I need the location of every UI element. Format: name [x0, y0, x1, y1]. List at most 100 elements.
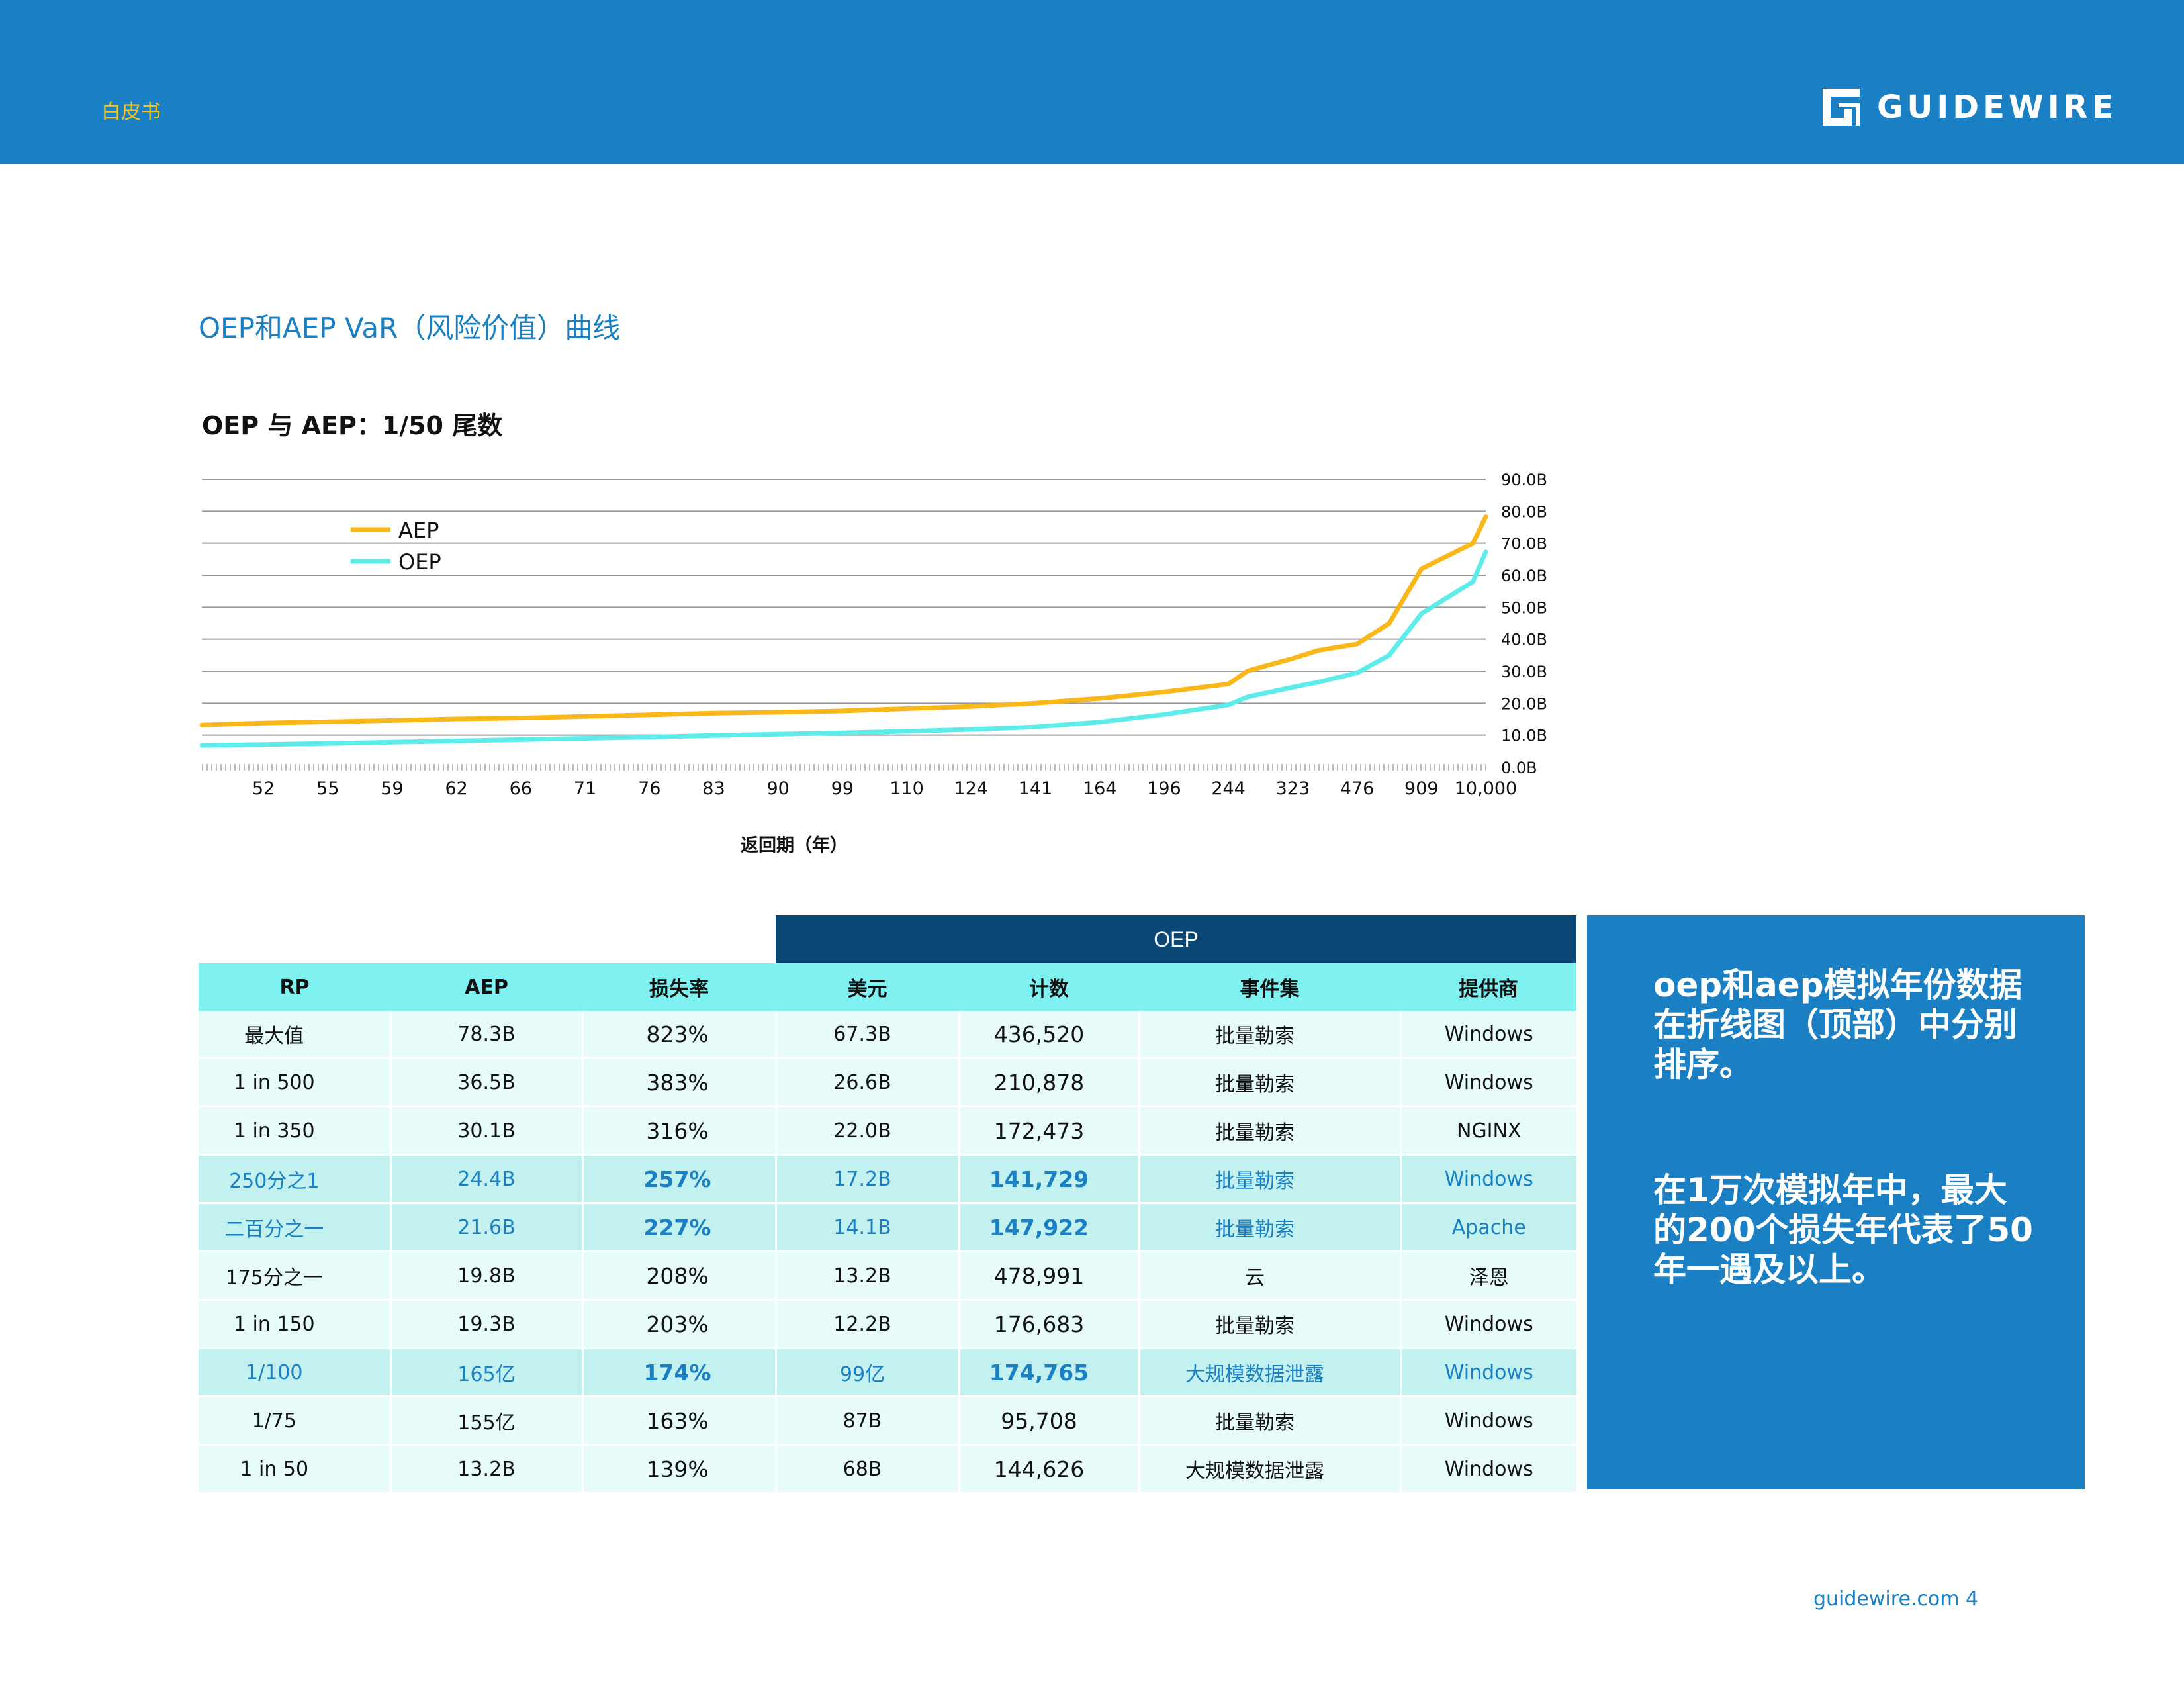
- series-line-aep: [199, 514, 1488, 727]
- x-tick-label: 71: [574, 778, 596, 799]
- y-tick-label: 40.0B: [1501, 631, 1547, 649]
- cell-count: 95,708: [959, 1396, 1140, 1446]
- table-row: 1 in 500 36.5B 383% 26.6B 210,878 批量勒索 Windows: [199, 1058, 1576, 1107]
- x-tick-label: 99: [831, 778, 854, 799]
- chart-title: OEP 与 AEP：1/50 尾数: [202, 411, 503, 440]
- guidewire-logo-text: GUIDEWIRE: [1877, 89, 2118, 126]
- x-tick-label: 110: [889, 778, 924, 799]
- table-row: 1 in 150 19.3B 203% 12.2B 176,683 批量勒索 Windows: [199, 1299, 1576, 1349]
- cell-event-set: 批量勒索: [1139, 1058, 1402, 1107]
- x-tick-label: 55: [316, 778, 339, 799]
- cell-usd: 67.3B: [776, 1011, 960, 1059]
- x-tick-label: 141: [1019, 778, 1053, 799]
- var-curve-chart: 0.0B 10.0B 20.0B 30.0B 40.0B 50.0B 60.0B 70.0B 8…: [199, 471, 1547, 799]
- x-tick-label: 90: [767, 778, 790, 799]
- cell-count: 174,765: [959, 1348, 1140, 1397]
- cell-aep: 19.3B: [390, 1299, 584, 1349]
- y-tick-label: 50.0B: [1501, 598, 1547, 617]
- sidebar-callout: oep和aep模拟年份数据在折线图（顶部）中分别排序。 在1万次模拟年中，最大的…: [1587, 915, 2085, 1489]
- y-tick-label: 10.0B: [1501, 727, 1547, 745]
- cell-usd: 87B: [776, 1396, 960, 1446]
- series-line-oep: [199, 549, 1488, 748]
- cell-loss-ratio: 316%: [582, 1106, 777, 1156]
- page-header: 白皮书 GUIDEWIRE: [0, 0, 2184, 164]
- cell-aep: 155亿: [390, 1396, 584, 1446]
- cell-provider: Windows: [1400, 1348, 1576, 1397]
- cell-event-set: 批量勒索: [1139, 1011, 1402, 1059]
- cell-count: 436,520: [959, 1011, 1140, 1059]
- column-header-loss-ratio: 损失率: [582, 963, 776, 1011]
- cell-rp: 1 in 350: [199, 1106, 392, 1156]
- cell-loss-ratio: 227%: [582, 1203, 777, 1252]
- cell-loss-ratio: 208%: [582, 1251, 777, 1301]
- cell-count: 478,991: [959, 1251, 1140, 1301]
- cell-event-set: 批量勒索: [1139, 1106, 1402, 1156]
- cell-count: 210,878: [959, 1058, 1140, 1107]
- y-tick-label: 90.0B: [1501, 471, 1547, 489]
- cell-provider: Windows: [1400, 1154, 1576, 1204]
- cell-rp: 1 in 150: [199, 1299, 392, 1349]
- guidewire-logo[interactable]: GUIDEWIRE: [1820, 86, 2117, 128]
- cell-rp: 250分之1: [199, 1154, 392, 1204]
- cell-count: 172,473: [959, 1106, 1140, 1156]
- results-table: RP AEP 损失率 美元 计数 事件集 提供商 最大值 78.3B 823% 67.…: [199, 963, 1576, 1494]
- x-tick-label: 124: [954, 778, 989, 799]
- cell-rp: 1/100: [199, 1348, 392, 1397]
- section-title: OEP和AEP VaR（风险价值）曲线: [199, 312, 621, 344]
- x-tick-label: 59: [381, 778, 403, 799]
- table-row: 1 in 350 30.1B 316% 22.0B 172,473 批量勒索 NGINX: [199, 1106, 1576, 1156]
- x-axis-label: 返回期（年）: [741, 835, 848, 856]
- x-tick-label: 83: [702, 778, 725, 799]
- document-type-label: 白皮书: [101, 101, 161, 124]
- cell-provider: Windows: [1400, 1299, 1576, 1349]
- y-tick-label: 0.0B: [1501, 759, 1537, 777]
- cell-usd: 14.1B: [776, 1203, 960, 1252]
- sidebar-paragraph-2: 在1万次模拟年中，最大的200个损失年代表了50年一遇及以上。: [1653, 1171, 2033, 1289]
- footer-url-page-number[interactable]: guidewire.com 4: [1813, 1587, 1979, 1611]
- column-header-provider: 提供商: [1400, 963, 1576, 1011]
- y-tick-label: 60.0B: [1501, 567, 1547, 585]
- cell-event-set: 批量勒索: [1139, 1299, 1402, 1349]
- guidewire-logo-icon: [1820, 86, 1862, 128]
- cell-rp: 175分之一: [199, 1251, 392, 1301]
- cell-aep: 13.2B: [390, 1444, 584, 1494]
- y-tick-label: 80.0B: [1501, 502, 1547, 521]
- column-header-aep: AEP: [390, 963, 582, 1011]
- y-tick-label: 70.0B: [1501, 535, 1547, 553]
- cell-rp: 二百分之一: [199, 1203, 392, 1252]
- oep-group-header: OEP: [776, 915, 1576, 963]
- cell-loss-ratio: 174%: [582, 1348, 777, 1397]
- cell-usd: 17.2B: [776, 1154, 960, 1204]
- x-tick-label: 76: [638, 778, 660, 799]
- sidebar-paragraph-1: oep和aep模拟年份数据在折线图（顶部）中分别排序。: [1653, 966, 2023, 1084]
- cell-event-set: 大规模数据泄露: [1139, 1348, 1402, 1397]
- legend-label-aep: AEP: [398, 518, 439, 543]
- cell-aep: 24.4B: [390, 1154, 584, 1204]
- table-header-row: RP AEP 损失率 美元 计数 事件集 提供商: [199, 963, 1576, 1011]
- column-header-rp: RP: [199, 963, 390, 1011]
- column-header-count: 计数: [959, 963, 1139, 1011]
- cell-rp: 1/75: [199, 1396, 392, 1446]
- table-row: 最大值 78.3B 823% 67.3B 436,520 批量勒索 Windows: [199, 1011, 1576, 1059]
- cell-provider: Windows: [1400, 1011, 1576, 1059]
- table-row: 二百分之一 21.6B 227% 14.1B 147,922 批量勒索 Apache: [199, 1203, 1576, 1252]
- legend-label-oep: OEP: [398, 549, 441, 575]
- cell-usd: 22.0B: [776, 1106, 960, 1156]
- cell-event-set: 批量勒索: [1139, 1154, 1402, 1204]
- x-tick-label: 476: [1340, 778, 1375, 799]
- x-tick-label: 164: [1083, 778, 1117, 799]
- cell-loss-ratio: 203%: [582, 1299, 777, 1349]
- x-tick-label: 323: [1276, 778, 1310, 799]
- cell-provider: 泽恩: [1400, 1251, 1576, 1301]
- cell-provider: Windows: [1400, 1058, 1576, 1107]
- x-tick-label: 10,000: [1455, 778, 1517, 799]
- cell-provider: Apache: [1400, 1203, 1576, 1252]
- cell-provider: Windows: [1400, 1396, 1576, 1446]
- cell-event-set: 云: [1139, 1251, 1402, 1301]
- table-row: 1/75 155亿 163% 87B 95,708 批量勒索 Windows: [199, 1396, 1576, 1446]
- cell-loss-ratio: 383%: [582, 1058, 777, 1107]
- cell-usd: 13.2B: [776, 1251, 960, 1301]
- cell-aep: 19.8B: [390, 1251, 584, 1301]
- cell-aep: 165亿: [390, 1348, 584, 1397]
- cell-rp: 最大值: [199, 1011, 392, 1059]
